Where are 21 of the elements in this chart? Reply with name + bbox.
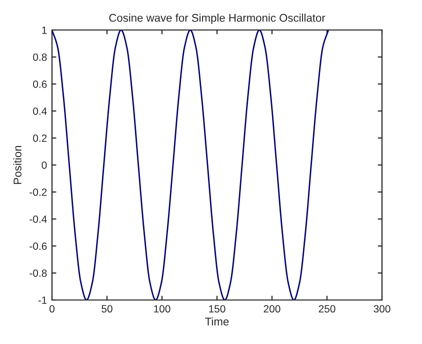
x-tick-label: 200 xyxy=(264,305,280,313)
chart-title: Cosine wave for Simple Harmonic Oscillator xyxy=(109,14,326,24)
y-tick-label: 0.2 xyxy=(33,134,47,142)
y-tick-label: -0.8 xyxy=(30,270,47,277)
y-tick-label: 0.4 xyxy=(33,108,47,115)
x-tick-label: 0 xyxy=(50,305,54,313)
x-axis-title: Time xyxy=(205,317,229,326)
x-tick-label: 300 xyxy=(374,305,390,313)
y-tick-label: 0.6 xyxy=(33,80,47,88)
y-tick-label: 0.8 xyxy=(33,54,47,61)
y-axis-title: Position xyxy=(13,146,22,184)
y-tick-label: -0.2 xyxy=(30,188,47,196)
y-tick-label: 1 xyxy=(42,26,47,34)
x-tick-label: 100 xyxy=(154,305,170,313)
y-tick-label: -1 xyxy=(38,296,47,304)
y-tick-label: -0.6 xyxy=(30,242,47,250)
y-tick-label: 0 xyxy=(42,162,47,169)
x-tick-label: 50 xyxy=(102,305,112,313)
x-tick-label: 150 xyxy=(209,305,226,313)
x-tick-label: 250 xyxy=(318,305,336,313)
y-tick-label: -0.4 xyxy=(30,216,47,223)
